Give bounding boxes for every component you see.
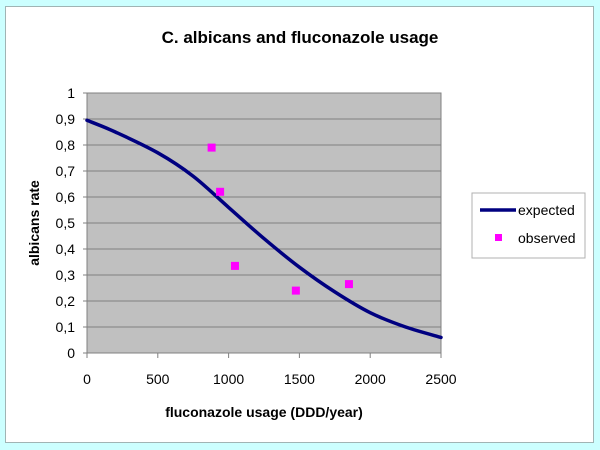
observed-point <box>344 280 353 289</box>
y-tick-label: 0,6 <box>56 189 76 205</box>
gridlines <box>87 118 441 328</box>
observed-point <box>216 187 225 196</box>
x-tick-label: 1000 <box>213 371 244 387</box>
observed-point <box>291 286 300 295</box>
y-tick-label: 0 <box>67 345 75 361</box>
y-tick-label: 0,4 <box>56 241 76 257</box>
legend-box <box>471 192 586 259</box>
observed-markers <box>207 143 353 295</box>
x-tick-label: 2500 <box>425 371 456 387</box>
legend-observed-label: observed <box>518 230 576 246</box>
x-tick-label: 2000 <box>355 371 386 387</box>
plot-area: 0 0,1 0,2 0,3 0,4 0,5 0,6 0,7 0,8 0,9 1 0 500 1000 15… <box>56 85 457 387</box>
y-tick-label: 0,8 <box>56 137 76 153</box>
x-axis-title: fluconazole usage (DDD/year) <box>165 404 363 420</box>
x-axis-ticks: 0 500 1000 1500 2000 2500 <box>83 352 457 387</box>
y-tick-label: 1 <box>67 85 75 101</box>
y-tick-label: 0,5 <box>56 215 76 231</box>
legend: expected observed <box>471 192 586 259</box>
legend-observed-swatch <box>495 234 502 241</box>
observed-point <box>230 261 239 270</box>
x-tick-label: 500 <box>146 371 170 387</box>
observed-point <box>207 143 216 152</box>
y-axis-title: albicans rate <box>26 180 42 266</box>
legend-expected-label: expected <box>518 202 575 218</box>
chart-title: C. albicans and fluconazole usage <box>162 28 439 47</box>
y-tick-label: 0,2 <box>56 293 76 309</box>
y-axis-ticks: 0 0,1 0,2 0,3 0,4 0,5 0,6 0,7 0,8 0,9 1 <box>56 85 87 361</box>
x-tick-label: 1500 <box>284 371 315 387</box>
y-tick-label: 0,3 <box>56 267 76 283</box>
x-tick-label: 0 <box>83 371 91 387</box>
y-tick-label: 0,7 <box>56 163 76 179</box>
y-tick-label: 0,1 <box>56 319 76 335</box>
y-tick-label: 0,9 <box>56 111 76 127</box>
expected-line <box>85 118 443 340</box>
